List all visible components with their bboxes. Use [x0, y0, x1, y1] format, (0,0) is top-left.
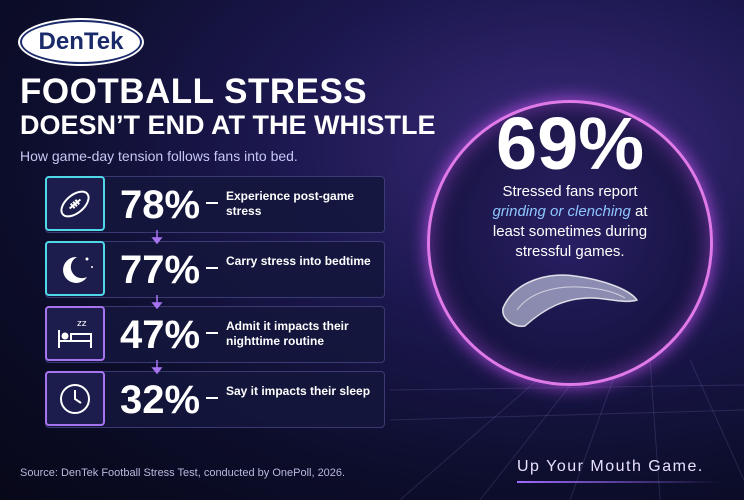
stat-row: 78% Experience post-game stress — [45, 176, 385, 233]
icon-box — [45, 176, 105, 231]
icon-box: zz — [45, 306, 105, 361]
highlight-value: 69% — [495, 102, 645, 185]
highlight-text: Stressed fans report grinding or clenchi… — [487, 182, 653, 262]
stat-value: 78% — [120, 183, 201, 227]
stat-label: Admit it impacts their nighttime routine — [226, 319, 349, 348]
text: Stressed fans report — [502, 183, 638, 200]
stat-label: Carry stress into bedtime — [226, 254, 371, 268]
football-icon — [60, 190, 90, 218]
stat-value: 47% — [120, 313, 201, 357]
stat-row: 77% Carry stress into bedtime — [45, 241, 385, 298]
subtitle: How game-day tension follows fans into b… — [20, 148, 298, 164]
connector-arrows — [151, 230, 163, 375]
stat-value: 32% — [120, 378, 201, 422]
svg-text:zz: zz — [77, 319, 87, 329]
highlight-circle — [427, 100, 713, 386]
moon-icon — [63, 256, 93, 283]
stat-row: 32% Say it impacts their sleep — [45, 371, 385, 428]
dash — [206, 267, 218, 269]
mouthguard-image — [502, 274, 639, 328]
emphasis: grinding or clenching — [492, 203, 631, 220]
icon-box — [45, 241, 105, 296]
dash — [206, 397, 218, 399]
dash — [206, 332, 218, 334]
clock-icon — [60, 384, 90, 414]
tagline-underline — [517, 481, 722, 483]
stat-value: 77% — [120, 248, 201, 292]
logo: DenTek — [20, 20, 142, 64]
text: at least sometimes during stressful game… — [492, 203, 648, 260]
source: Source: DenTek Football Stress Test, con… — [20, 467, 346, 479]
tagline: Up Your Mouth Game. — [517, 458, 704, 475]
stat-label: Experience post-game stress — [226, 189, 355, 218]
bed-icon: zz — [58, 319, 92, 348]
dash — [206, 202, 218, 204]
title: FOOTBALL STRESS — [20, 72, 368, 111]
icon-box — [45, 371, 105, 426]
stat-row: zz 47% Admit it impacts their nighttime … — [45, 306, 385, 363]
title: DOESN’T END AT THE WHISTLE — [20, 110, 436, 140]
stat-label: Say it impacts their sleep — [226, 384, 371, 398]
